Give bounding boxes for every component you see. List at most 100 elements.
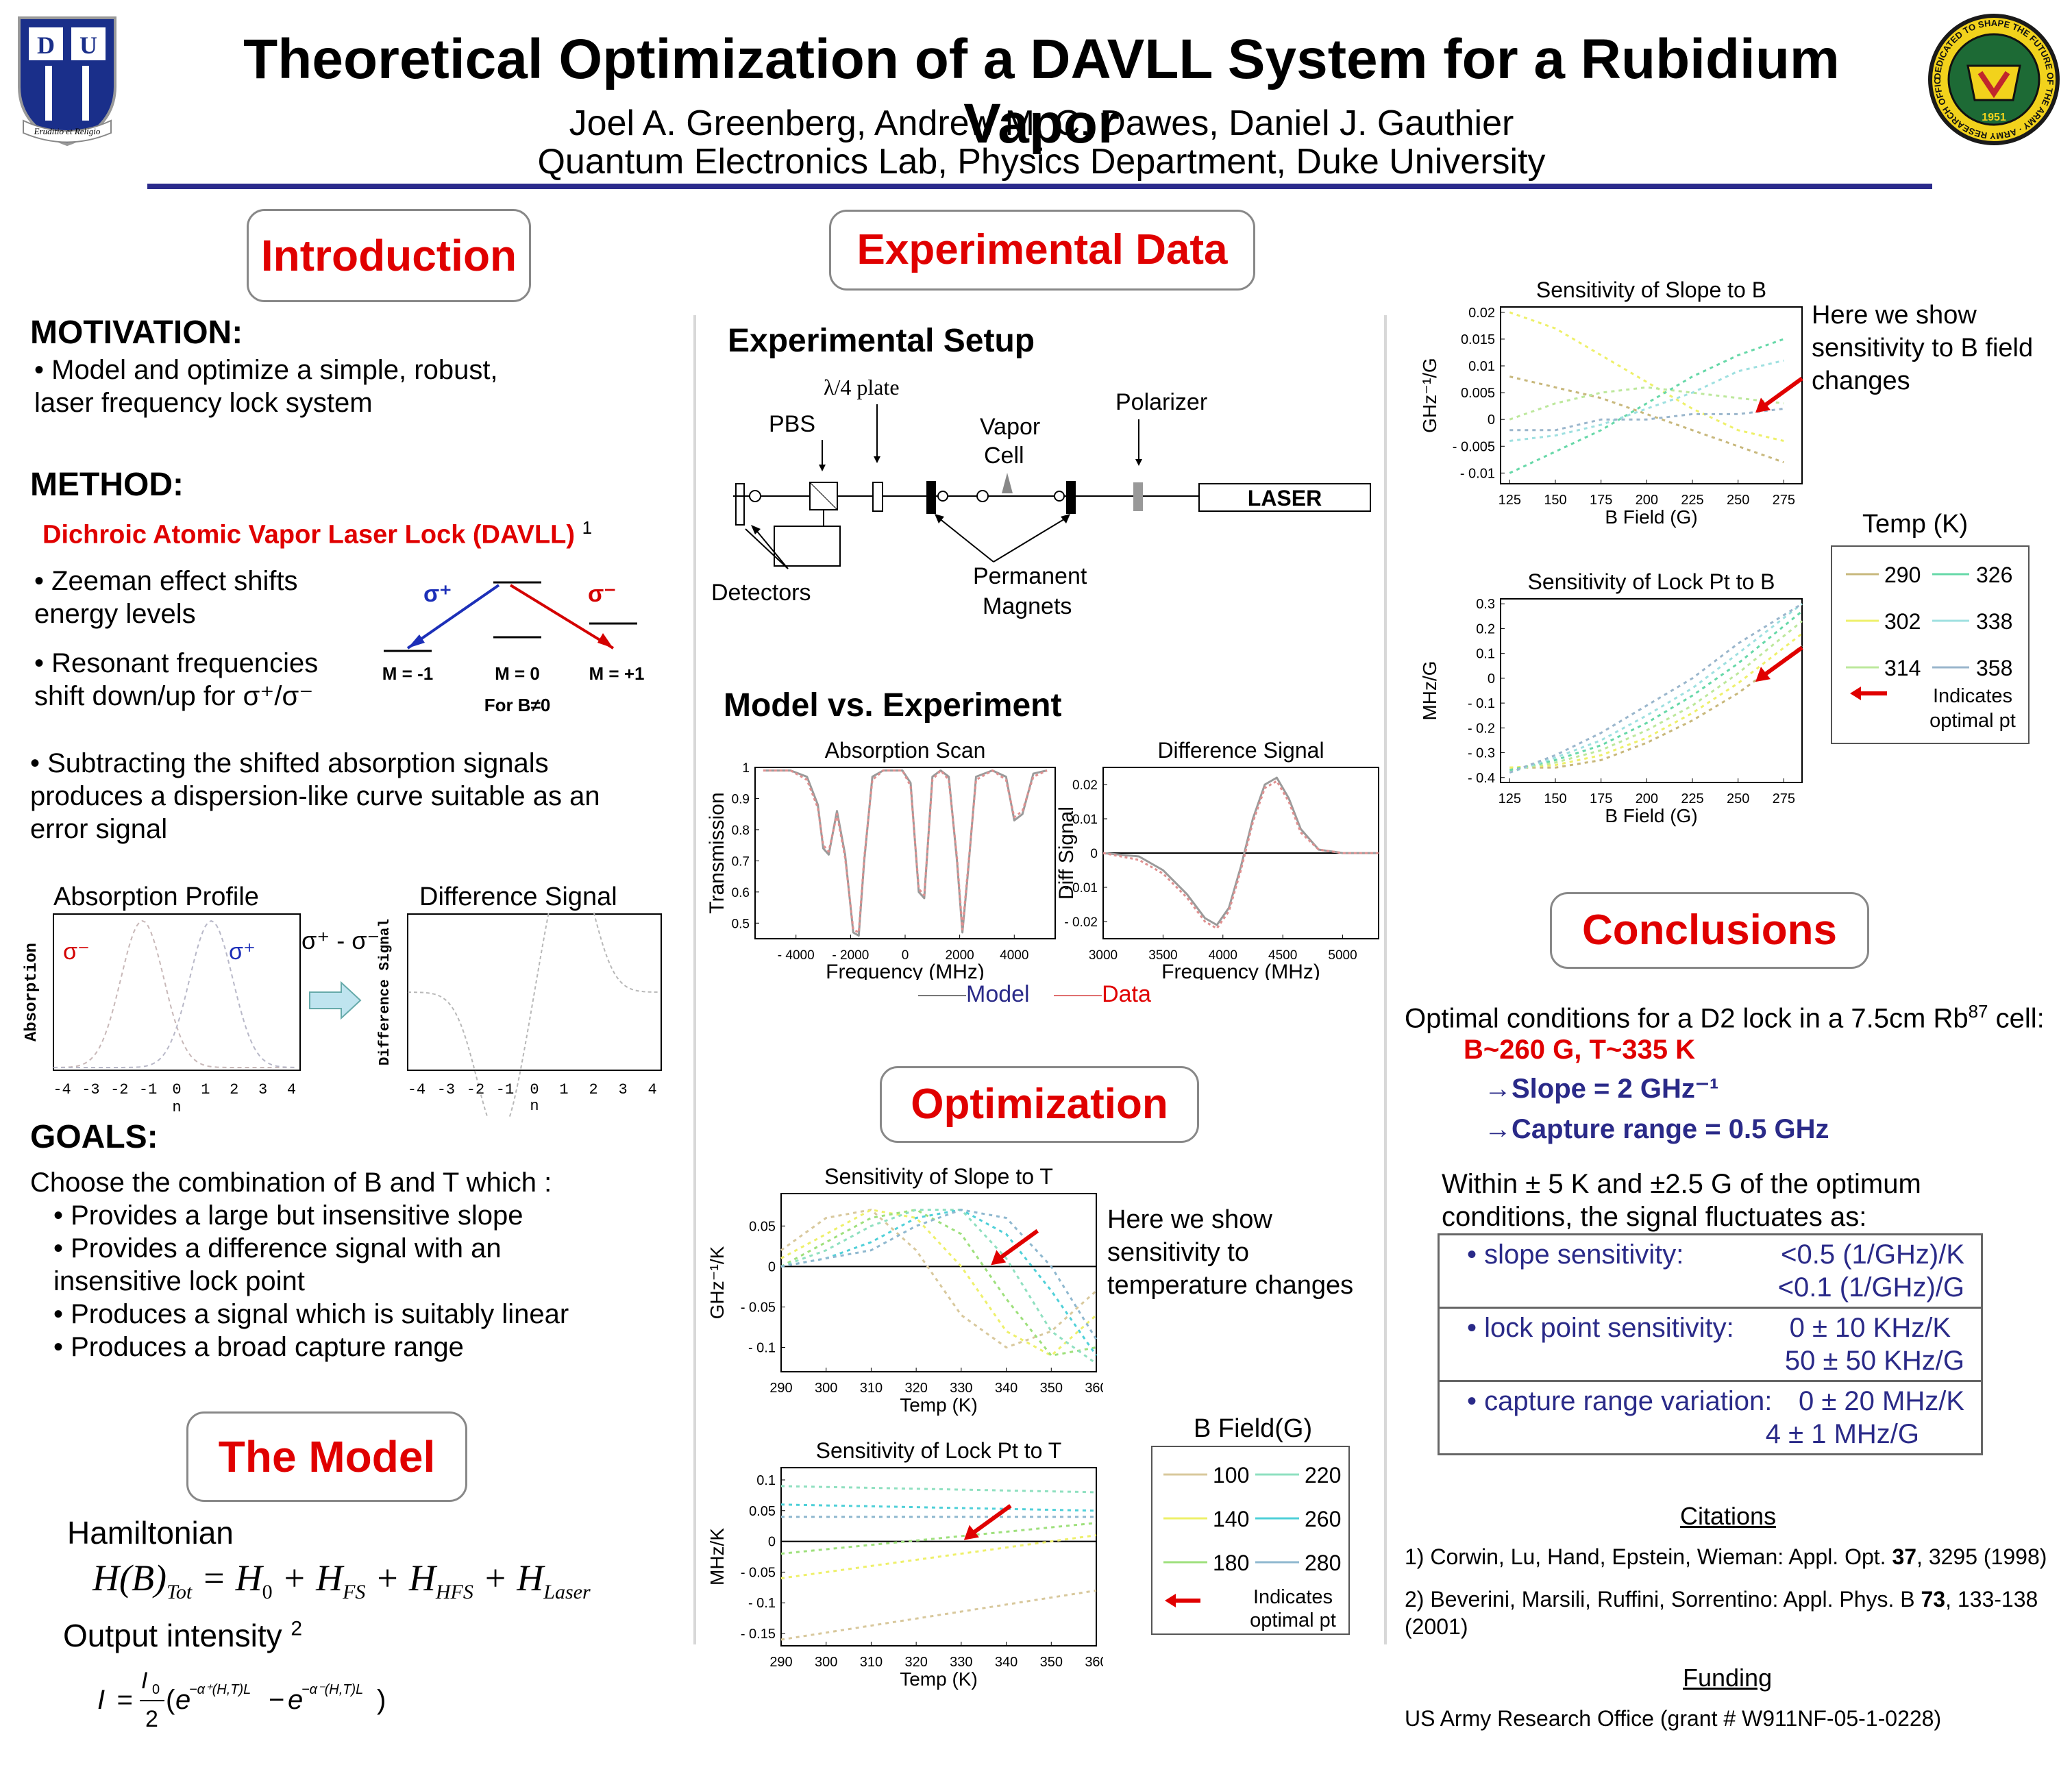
series-line-Model <box>1102 776 1379 926</box>
svg-text:−α⁺(H,T)L: −α⁺(H,T)L <box>189 1682 251 1697</box>
conclusions-heading-box: Conclusions <box>1550 892 1869 969</box>
pbs-label: PBS <box>769 411 815 437</box>
citation-2-pages: , 133-138 (2001) <box>1405 1587 2038 1639</box>
abs-x-tick-label: 4 <box>287 1081 296 1098</box>
conclusions-heading: Conclusions <box>1581 907 1838 954</box>
y-tick-label: - 0.1 <box>1468 696 1495 711</box>
x-tick-label: - 4000 <box>778 948 815 963</box>
x-tick-label: 3000 <box>1089 948 1118 963</box>
svg-text:=: = <box>116 1685 132 1715</box>
abs-x-tick-label: 0 <box>172 1081 181 1098</box>
optimal-arrow-head <box>991 1250 1007 1266</box>
citations-title: Citations <box>1680 1502 1777 1530</box>
series-line-302 <box>1509 311 1784 442</box>
abs-x-tick-label: -3 <box>82 1081 99 1098</box>
x-axis-label: Frequency (MHz) <box>1161 961 1320 980</box>
abs-x-tick-label: -2 <box>110 1081 128 1098</box>
method-name: Dichroic Atomic Vapor Laser Lock (DAVLL) <box>42 520 576 550</box>
y-tick-label: 0.7 <box>732 854 750 869</box>
x-tick-label: 175 <box>1590 791 1612 806</box>
lockpt-vs-temp-chart: Sensitivity of Lock Pt to T 290 300 310 320 3… <box>706 1438 1103 1690</box>
method-ref: 1 <box>582 517 593 538</box>
data-legend-label: Data <box>1102 981 1151 1007</box>
difference-arrow <box>309 981 362 1020</box>
slope-vs-bfield-chart: Sensitivity of Slope to B 125 150 175 200 225… <box>1419 278 1803 528</box>
diff-x-tick-label: 0 <box>530 1081 539 1098</box>
series-line-314 <box>1509 620 1803 772</box>
citation-2: 2) Beverini, Marsili, Ruffini, Sorrentin… <box>1405 1586 2062 1640</box>
y-tick-label: 0.05 <box>749 1219 776 1234</box>
model-legend-label: Model <box>966 981 1030 1007</box>
y-tick-label: 0.02 <box>1468 306 1495 321</box>
sigma-minus-curve <box>53 920 297 1068</box>
vapor-cell-label-2: Cell <box>984 443 1024 469</box>
x-tick-label: 330 <box>950 1655 972 1670</box>
series-line-100 <box>780 1589 1097 1641</box>
svg-text:−α⁻(H,T)L: −α⁻(H,T)L <box>301 1682 363 1697</box>
m-minus-label: M = -1 <box>382 663 433 684</box>
difference-signal-title: Difference Signal <box>419 883 617 911</box>
m-plus-label: M = +1 <box>589 663 645 684</box>
magnets-label-2: Magnets <box>983 593 1072 619</box>
plot-frame <box>1500 598 1803 783</box>
y-tick-label: 0 <box>1488 671 1495 687</box>
optimal-intro-text: Optimal conditions for a D2 lock in a 7.… <box>1405 1003 1969 1034</box>
y-tick-label: 0.1 <box>1476 647 1495 662</box>
hamiltonian-label: Hamiltonian <box>67 1515 234 1551</box>
optimization-heading: Optimization <box>911 1081 1168 1128</box>
bfield-180: 180 <box>1213 1551 1249 1575</box>
x-tick-label: 290 <box>769 1655 792 1670</box>
abs-x-tick-label: 3 <box>258 1081 267 1098</box>
logo-year: 1951 <box>1982 112 2006 123</box>
x-tick-label: 150 <box>1544 791 1566 806</box>
x-tick-label: 250 <box>1727 493 1749 508</box>
diff-x-tick-label: 1 <box>559 1081 568 1098</box>
optimal-arrow-head <box>1755 667 1771 682</box>
difference-curve <box>407 911 658 1117</box>
svg-text:): ) <box>377 1685 386 1715</box>
hamiltonian-equation: H(B)Tot = H0 + HFS + HHFS + HLaser <box>92 1557 591 1603</box>
output-label-text: Output intensity <box>63 1618 282 1653</box>
bfield-220: 220 <box>1305 1463 1341 1488</box>
series-line-358 <box>1509 408 1784 432</box>
method-title: METHOD: <box>30 467 184 503</box>
row-value-g: 4 ± 1 MHz/G <box>1765 1419 1919 1449</box>
x-tick-label: 330 <box>950 1381 972 1396</box>
y-tick-label: 0.02 <box>1072 778 1098 793</box>
svg-text:D: D <box>37 32 55 59</box>
series-line-260 <box>780 1209 1098 1357</box>
x-tick-label: 125 <box>1498 493 1521 508</box>
author-list: Joel A. Greenberg, Andrew M. C. Dawes, D… <box>164 104 1919 181</box>
diff-xlabel: n <box>530 1098 539 1115</box>
bfield-legend-title: B Field(G) <box>1194 1414 1313 1443</box>
chart-title: Sensitivity of Slope to B <box>1536 278 1766 302</box>
citation-2-volume: 73 <box>1921 1587 1946 1612</box>
y-tick-label: 0.015 <box>1461 332 1495 347</box>
series-line-100 <box>780 1209 1098 1348</box>
y-tick-label: 1 <box>742 761 750 776</box>
y-tick-label: - 0.01 <box>1460 466 1495 481</box>
svg-text:I: I <box>97 1685 105 1715</box>
x-tick-label: 150 <box>1544 493 1566 508</box>
y-tick-label: - 0.15 <box>741 1627 776 1642</box>
y-axis-label: MHz/G <box>1419 661 1440 720</box>
y-tick-label: - 0.1 <box>748 1341 776 1356</box>
column-divider-right <box>1384 315 1387 1644</box>
series-line-280 <box>780 1209 1098 1340</box>
series-line-180 <box>780 1522 1097 1555</box>
y-axis-label: GHz⁻¹/G <box>1419 358 1440 433</box>
y-axis-label: Transmission <box>706 792 728 913</box>
polarizer-label: Polarizer <box>1115 389 1207 415</box>
row-value-g: 50 ± 50 KHz/G <box>1784 1346 1964 1376</box>
model-heading: The Model <box>218 1432 436 1481</box>
diff-x-tick-label: -2 <box>467 1081 484 1098</box>
quarter-wave-label: λ/4 plate <box>824 375 900 399</box>
table-row: • capture range variation: 0 ± 20 MHz/K 4… <box>1438 1380 1983 1455</box>
y-tick-label: 0 <box>1090 847 1098 861</box>
citation-1: 1) Corwin, Lu, Hand, Epstein, Wieman: Ap… <box>1405 1544 2047 1570</box>
series-line-338 <box>1509 603 1803 774</box>
y-tick-label: 0.05 <box>749 1504 776 1519</box>
chart-title: Difference Signal <box>1157 738 1324 763</box>
temp-358: 358 <box>1976 656 2012 680</box>
authors: Joel A. Greenberg, Andrew M. C. Dawes, D… <box>569 103 1514 143</box>
